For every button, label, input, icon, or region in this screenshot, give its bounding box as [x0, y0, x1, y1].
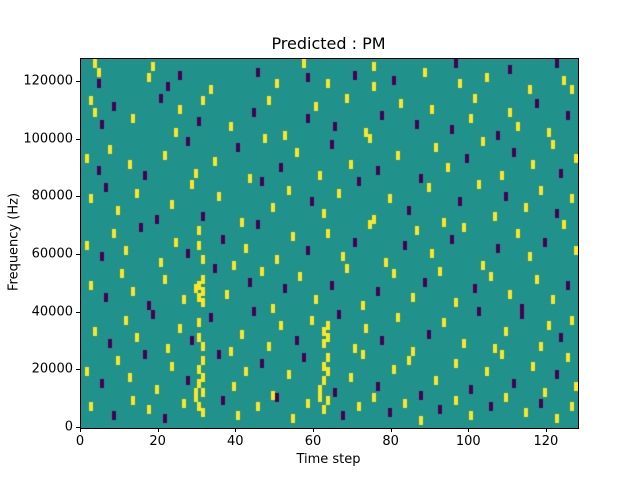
- y-tick-mark: [76, 369, 80, 371]
- x-tick-label: 40: [227, 434, 244, 449]
- x-tick-mark: [312, 428, 314, 432]
- y-tick-label: 100000: [23, 131, 73, 147]
- x-tick-label: 0: [75, 434, 85, 449]
- x-tick-label: 80: [382, 434, 399, 449]
- y-tick-label: 60000: [31, 246, 73, 262]
- x-tick-label: 20: [149, 434, 166, 449]
- y-tick-mark: [76, 196, 80, 198]
- x-tick-label: 100: [455, 434, 481, 449]
- y-axis-label: Frequency (Hz): [6, 192, 22, 292]
- x-tick-mark: [390, 428, 392, 432]
- x-tick-mark: [235, 428, 237, 432]
- x-tick-mark: [157, 428, 159, 432]
- plot-area: [80, 58, 579, 429]
- y-tick-mark: [76, 138, 80, 140]
- y-tick-label: 120000: [23, 73, 73, 89]
- y-tick-mark: [76, 81, 80, 83]
- y-tick-mark: [76, 311, 80, 313]
- x-axis-label: Time step: [296, 452, 361, 467]
- chart-title: Predicted : PM: [271, 34, 386, 53]
- x-tick-label: 120: [533, 434, 559, 449]
- x-tick-label: 60: [304, 434, 322, 449]
- y-tick-label: 80000: [31, 188, 73, 204]
- x-tick-mark: [468, 428, 470, 432]
- y-tick-mark: [76, 254, 80, 256]
- x-tick-mark: [545, 428, 547, 432]
- heatmap-canvas: [81, 59, 578, 428]
- y-tick-label: 20000: [31, 361, 73, 377]
- x-tick-mark: [80, 428, 81, 432]
- y-tick-label: 40000: [31, 304, 73, 320]
- y-tick-mark: [76, 427, 80, 428]
- y-tick-label: 0: [64, 419, 73, 435]
